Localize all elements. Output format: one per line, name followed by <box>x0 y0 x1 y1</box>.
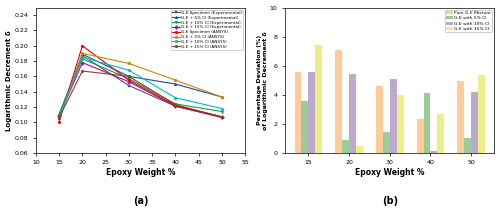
G-E + 15% CI (Experimental) <box>219 116 225 118</box>
Bar <box>335 50 342 153</box>
G-E + 5% CI (ANSYS) <box>126 62 132 65</box>
G-E Specimen (Experimental) <box>172 105 178 108</box>
G-E Specimen (Experimental) <box>126 84 132 87</box>
G-E + 10% CI (ANSYS) <box>172 97 178 99</box>
Line: G-E + 10% CI (ANSYS): G-E + 10% CI (ANSYS) <box>58 56 224 119</box>
G-E + 15% CI (ANSYS) <box>219 116 225 118</box>
G-E Specimen (ANSYS) <box>56 120 62 123</box>
Text: (b): (b) <box>382 196 398 207</box>
G-E + 15% CI (Experimental) <box>80 61 86 64</box>
G-E + 15% CI (Experimental) <box>56 115 62 117</box>
G-E Specimen (Experimental) <box>80 54 86 57</box>
G-E + 10% CI (ANSYS) <box>56 116 62 119</box>
G-E + 10% CI (ANSYS) <box>219 107 225 110</box>
Line: G-E + 15% CI (ANSYS): G-E + 15% CI (ANSYS) <box>58 70 224 119</box>
G-E Specimen (ANSYS) <box>126 79 132 81</box>
G-E + 5% CI (Experimental) <box>126 75 132 78</box>
Y-axis label: Percentage Deviation (%)
of Logarithmic Decrement δ: Percentage Deviation (%) of Logarithmic … <box>258 31 268 129</box>
Bar <box>430 151 438 153</box>
Bar <box>438 114 444 153</box>
Bar <box>424 93 430 153</box>
Bar <box>356 146 363 153</box>
Line: G-E + 15% CI (Experimental): G-E + 15% CI (Experimental) <box>58 61 224 118</box>
Bar <box>349 74 356 153</box>
Bar <box>302 101 308 153</box>
G-E Specimen (ANSYS) <box>172 104 178 107</box>
G-E + 5% CI (ANSYS) <box>172 79 178 81</box>
X-axis label: Epoxy Weight %: Epoxy Weight % <box>355 168 424 177</box>
Bar <box>458 81 464 153</box>
Text: (a): (a) <box>133 196 148 207</box>
G-E + 15% CI (ANSYS) <box>56 116 62 119</box>
G-E + 10% CI (ANSYS) <box>126 69 132 72</box>
G-E + 5% CI (Experimental) <box>172 83 178 85</box>
G-E + 5% CI (Experimental) <box>56 113 62 116</box>
G-E + 15% CI (ANSYS) <box>126 75 132 78</box>
Bar <box>416 119 424 153</box>
G-E + 10% CI (Experimental) <box>56 113 62 116</box>
Line: G-E Specimen (Experimental): G-E Specimen (Experimental) <box>58 54 224 119</box>
Bar <box>471 92 478 153</box>
Bar <box>376 86 383 153</box>
Bar <box>396 95 404 153</box>
Bar <box>316 45 322 153</box>
Bar <box>383 132 390 153</box>
G-E Specimen (Experimental) <box>56 116 62 118</box>
G-E + 5% CI (ANSYS) <box>80 52 86 55</box>
Bar <box>308 72 316 153</box>
G-E + 5% CI (Experimental) <box>219 96 225 98</box>
Bar <box>478 75 485 153</box>
G-E + 15% CI (Experimental) <box>126 80 132 83</box>
Line: G-E + 5% CI (Experimental): G-E + 5% CI (Experimental) <box>58 53 224 116</box>
G-E + 5% CI (ANSYS) <box>219 96 225 98</box>
G-E + 15% CI (Experimental) <box>172 105 178 108</box>
G-E + 10% CI (Experimental) <box>219 110 225 113</box>
Line: G-E Specimen (ANSYS): G-E Specimen (ANSYS) <box>58 44 224 123</box>
Legend: G-E Specimen (Experimental), G-E + 5% CI (Experimental), G-E + 10% CI (Experimen: G-E Specimen (Experimental), G-E + 5% CI… <box>171 10 243 50</box>
G-E Specimen (Experimental) <box>219 116 225 119</box>
G-E Specimen (ANSYS) <box>219 116 225 118</box>
G-E + 10% CI (Experimental) <box>172 102 178 105</box>
Y-axis label: Logarithmic Decrement δ: Logarithmic Decrement δ <box>6 30 12 131</box>
G-E Specimen (ANSYS) <box>80 44 86 47</box>
G-E + 10% CI (Experimental) <box>80 57 86 60</box>
G-E + 5% CI (Experimental) <box>80 53 86 56</box>
Line: G-E + 5% CI (ANSYS): G-E + 5% CI (ANSYS) <box>58 52 224 120</box>
Legend: Pure G-E Mixture, G-E with 5% CI, G-E with 10% CI, G-E with 15% CI: Pure G-E Mixture, G-E with 5% CI, G-E wi… <box>445 10 492 32</box>
Line: G-E + 10% CI (Experimental): G-E + 10% CI (Experimental) <box>58 57 224 116</box>
G-E + 15% CI (ANSYS) <box>172 103 178 106</box>
Bar <box>294 72 302 153</box>
Bar <box>464 138 471 153</box>
X-axis label: Epoxy Weight %: Epoxy Weight % <box>106 168 176 177</box>
Bar <box>342 140 349 153</box>
G-E + 10% CI (Experimental) <box>126 77 132 80</box>
G-E + 15% CI (ANSYS) <box>80 70 86 72</box>
G-E + 5% CI (ANSYS) <box>56 117 62 120</box>
G-E + 10% CI (ANSYS) <box>80 56 86 58</box>
Bar <box>390 79 396 153</box>
